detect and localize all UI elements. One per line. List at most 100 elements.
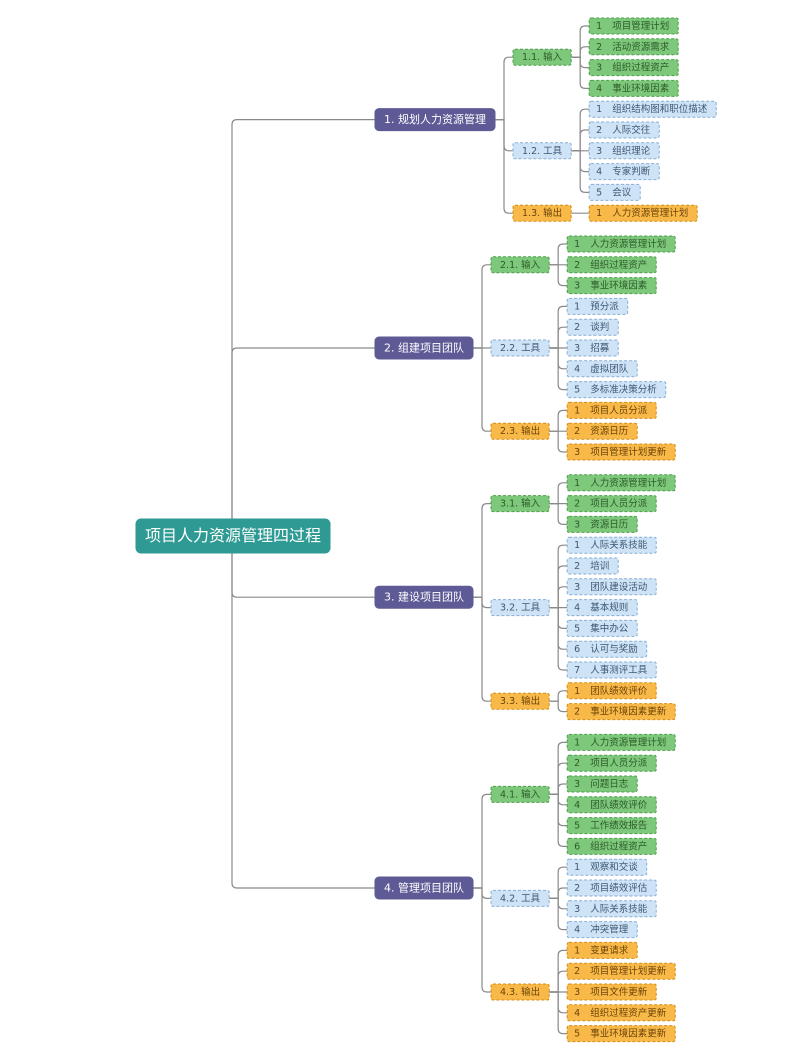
item-label: 问题日志 <box>590 778 628 790</box>
connector <box>571 46 590 58</box>
item: 2 项目人员分派 <box>566 495 657 513</box>
item: 1 组织结构图和职位描述 <box>588 100 717 118</box>
branch-label: 3. 建设项目团队 <box>384 590 464 604</box>
item-number: 7 <box>574 665 580 676</box>
item-box <box>588 79 679 97</box>
branch-box <box>374 585 474 609</box>
item: 2 项目绩效评估 <box>566 879 657 897</box>
item: 1 团队绩效评价 <box>566 682 657 700</box>
branch-box <box>374 336 474 360</box>
item-number: 4 <box>574 925 580 936</box>
item-box <box>588 59 679 77</box>
category-box <box>490 983 550 1001</box>
connector <box>549 586 568 609</box>
branch: 1. 规划人力资源管理 <box>374 108 496 132</box>
category-label: 4.3. 输出 <box>500 986 540 998</box>
item-label: 人事测评工具 <box>590 664 648 676</box>
item-label: 团队绩效评价 <box>590 685 648 697</box>
connector <box>549 243 568 266</box>
category-box <box>512 142 572 160</box>
connector <box>473 503 491 598</box>
connector <box>549 264 568 287</box>
item-number: 1 <box>574 239 580 250</box>
item-number: 2 <box>596 125 602 136</box>
item-box <box>566 703 676 721</box>
item-label: 项目管理计划更新 <box>590 965 667 977</box>
category-box <box>490 339 550 357</box>
item: 1 人力资源管理计划 <box>566 235 676 253</box>
connector <box>473 264 491 349</box>
item-label: 谈判 <box>590 321 609 333</box>
category-label: 4.2. 工具 <box>500 893 541 904</box>
item-number: 1 <box>574 862 580 873</box>
category-label: 1.1. 输入 <box>522 51 563 63</box>
item-label: 组织过程资产 <box>612 62 669 74</box>
connector <box>549 866 568 899</box>
item-box <box>566 339 619 357</box>
item-box <box>566 422 638 440</box>
item-number: 3 <box>574 519 580 530</box>
category: 3.1. 输入 <box>490 495 550 513</box>
category: 3.2. 工具 <box>490 599 550 617</box>
item-number: 4 <box>574 603 580 614</box>
item-box <box>566 640 648 658</box>
category-box <box>490 599 550 617</box>
item: 1 人力资源管理计划 <box>588 204 698 222</box>
item: 2 谈判 <box>566 318 619 336</box>
item-label: 基本规则 <box>590 602 628 614</box>
item-number: 2 <box>574 707 580 718</box>
item: 4 冲突管理 <box>566 921 638 939</box>
category-box <box>490 422 550 440</box>
item-label: 事业环境因素 <box>612 82 670 94</box>
root-box <box>135 518 331 554</box>
item-number: 1 <box>574 540 580 551</box>
item-number: 3 <box>574 987 580 998</box>
item-number: 5 <box>574 821 580 832</box>
item-box <box>566 1025 676 1043</box>
connector <box>549 970 568 993</box>
item-number: 5 <box>596 187 602 198</box>
item-box <box>566 495 657 513</box>
item-number: 1 <box>574 478 580 489</box>
item-box <box>566 983 657 1001</box>
item-label: 招募 <box>590 342 610 354</box>
connector <box>549 305 568 349</box>
item-label: 会议 <box>612 186 632 198</box>
connector <box>495 56 513 121</box>
connector <box>549 607 568 671</box>
category: 4.2. 工具 <box>490 889 550 907</box>
item-number: 5 <box>574 1029 580 1040</box>
item: 2 培训 <box>566 557 619 575</box>
item-box <box>566 515 638 533</box>
item-box <box>566 817 657 835</box>
item-box <box>566 962 676 980</box>
item-label: 预分派 <box>590 301 619 312</box>
connector <box>571 25 590 58</box>
item: 1 人力资源管理计划 <box>566 474 676 492</box>
item-number: 3 <box>574 281 580 292</box>
item-number: 2 <box>574 883 580 894</box>
item-label: 人际关系技能 <box>590 539 648 551</box>
item: 3 组织过程资产 <box>588 59 679 77</box>
item-number: 1 <box>574 686 580 697</box>
item-label: 人力资源管理计划 <box>590 477 666 489</box>
connector <box>473 793 491 889</box>
item-label: 集中办公 <box>590 622 629 634</box>
item-number: 2 <box>574 260 580 271</box>
item: 2 活动资源需求 <box>588 38 679 56</box>
item-label: 专家判断 <box>612 166 651 178</box>
category-box <box>490 692 550 710</box>
item: 4 基本规则 <box>566 599 638 617</box>
connector <box>571 129 590 152</box>
item-number: 6 <box>574 644 580 655</box>
connector <box>549 949 568 993</box>
item-number: 3 <box>574 904 580 915</box>
item-label: 项目人员分派 <box>590 405 648 416</box>
branch-label: 1. 规划人力资源管理 <box>384 112 486 126</box>
category: 1.3. 输出 <box>512 204 572 222</box>
item: 3 招募 <box>566 339 619 357</box>
category: 4.1. 输入 <box>490 785 550 803</box>
connector <box>549 762 568 795</box>
item: 1 项目管理计划 <box>588 17 679 35</box>
item-box <box>566 443 676 461</box>
